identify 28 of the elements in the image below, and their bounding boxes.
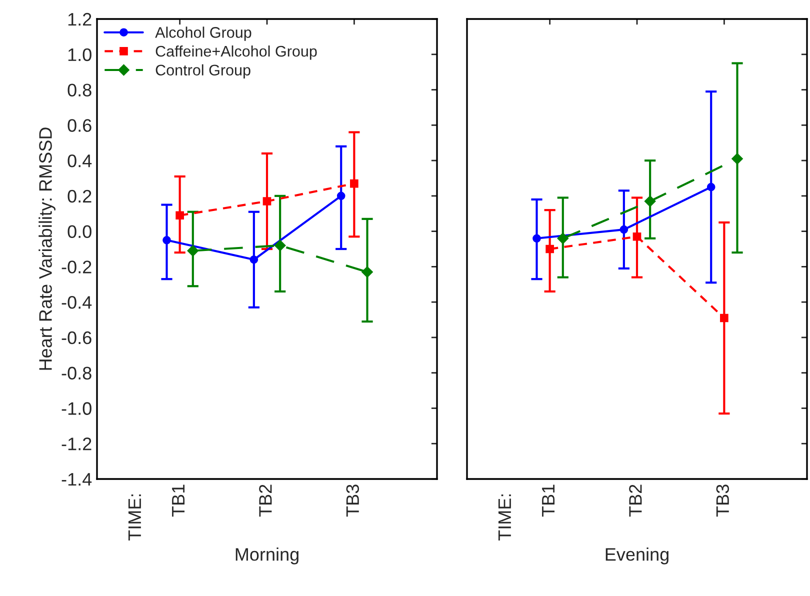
text: TIME: <box>498 494 511 541</box>
text: TIME: <box>128 494 141 541</box>
y-tick-label: 0.2 <box>68 190 92 203</box>
x-tick-label: TB3 <box>346 484 360 517</box>
x-axis-title: Morning <box>236 548 298 564</box>
y-tick-label: -1.0 <box>62 402 92 415</box>
y-tick-label: 0.0 <box>68 225 92 238</box>
y-tick-label: -0.6 <box>62 331 92 344</box>
y-tick-label: 1.0 <box>68 48 92 62</box>
legend-label: Alcohol Group <box>155 26 252 41</box>
x-axis-title: Evening <box>606 548 668 564</box>
x-tick-label: TB1 <box>542 484 554 517</box>
x-tick-label: TB1 <box>172 484 184 517</box>
x-tick-label: TB2 <box>259 484 272 517</box>
x-tick-label: TB2 <box>629 484 642 517</box>
y-tick-label: 0.8 <box>68 84 92 96</box>
y-tick-label: -1.4 <box>62 473 92 486</box>
legend-label: Caffeine+Alcohol Group <box>156 45 317 60</box>
y-tick-label: -0.4 <box>62 296 92 309</box>
y-tick-label: -0.8 <box>62 366 92 380</box>
y-tick-label: 1.2 <box>68 12 92 26</box>
y-tick-label: -0.2 <box>62 260 92 274</box>
x-tick-label: TB3 <box>716 484 730 517</box>
y-tick-label: -1.2 <box>62 438 92 450</box>
y-tick-label: 0.4 <box>68 154 92 168</box>
legend-label: Control Group <box>156 64 250 79</box>
y-tick-label: 0.6 <box>68 119 92 132</box>
y-axis-title: Heart Rate Variability: RMSSD <box>38 128 56 370</box>
